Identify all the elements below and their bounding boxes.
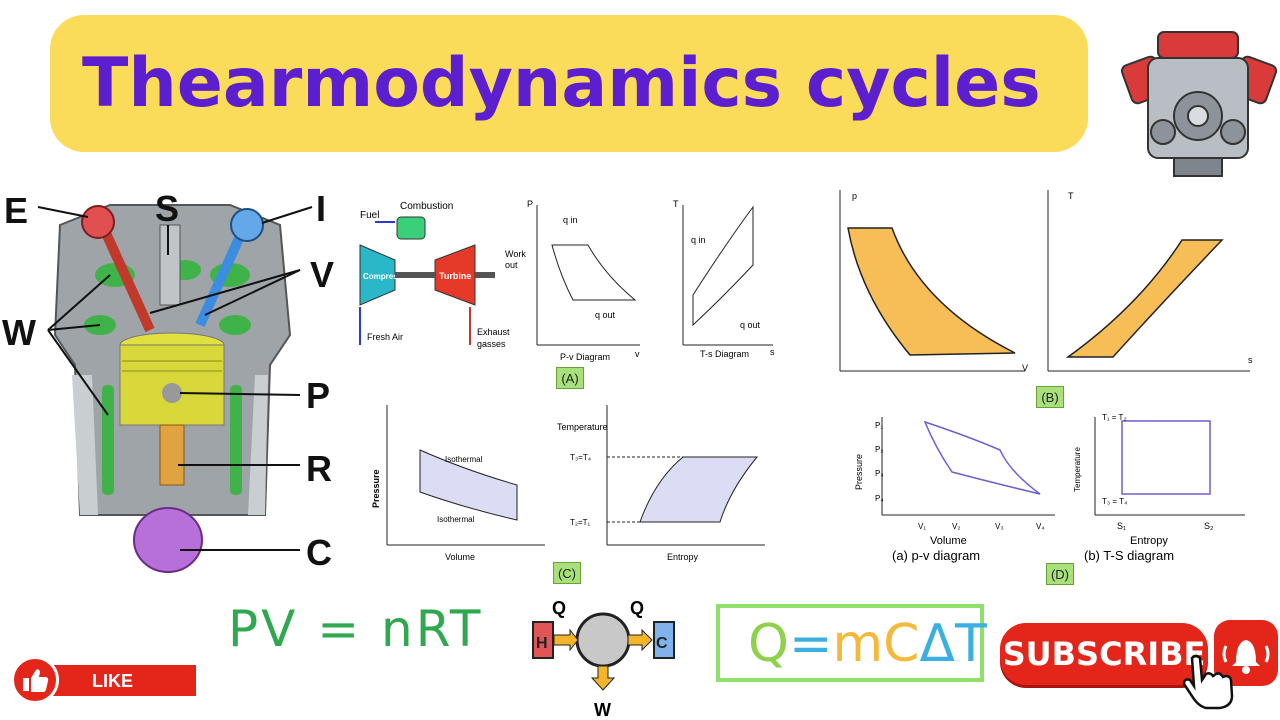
like-button[interactable] — [11, 656, 59, 704]
combustion-label: Combustion — [400, 201, 453, 212]
label-p: P — [306, 375, 331, 416]
d-t12: T₁ = T₂ — [1102, 413, 1127, 422]
ts-q-out: q out — [740, 320, 761, 330]
bell-icon — [1222, 640, 1270, 674]
engine-cross-section — [37, 204, 313, 573]
d-pv-caption: (a) p-v diagram — [892, 548, 980, 563]
pv-p-axis: P — [527, 199, 533, 209]
d-t34: T₃ = T₄ — [1102, 497, 1127, 506]
c-t3t4: T₃=T₄ — [570, 453, 591, 462]
fresh-air-label: Fresh Air — [367, 332, 403, 342]
d-s2: S₂ — [1204, 521, 1214, 531]
label-w: W — [2, 312, 36, 353]
d-p3: P₃ — [875, 469, 884, 478]
c-pressure-axis: Pressure — [371, 469, 381, 508]
b-t-axis: T — [1068, 191, 1074, 201]
bell-button[interactable] — [1214, 620, 1278, 686]
heat-formula: Q=mCΔT — [748, 614, 987, 674]
d-v1: V₁ — [918, 522, 926, 531]
panel-d-carnot: Pressure P₁ P₂ P₃ P₄ V₁ V₂ V₃ V₄ Volume … — [854, 413, 1245, 563]
d-v3: V₃ — [995, 522, 1004, 531]
turbine-label: Turbine — [439, 271, 471, 281]
exhaust-label: Exhaust — [477, 327, 510, 337]
heat-engine-q-left: Q — [552, 598, 566, 618]
panel-a-brayton: Fuel Combustion Compressor Turbine Work … — [355, 185, 785, 397]
b-v-axis: V — [1022, 363, 1028, 373]
label-c: C — [306, 532, 332, 573]
heat-formula-dt: ΔT — [919, 614, 987, 674]
pv-caption: P-v Diagram — [560, 352, 610, 362]
ts-t-axis: T — [673, 199, 679, 209]
title-banner — [50, 15, 1088, 152]
label-e: E — [4, 190, 29, 231]
pv-v-axis: v — [635, 349, 640, 359]
thumbs-up-icon — [23, 669, 49, 692]
c-volume-axis: Volume — [445, 552, 475, 562]
page-title: Thearmodynamics cycles — [82, 44, 1041, 123]
ts-q-in: q in — [691, 235, 706, 245]
c-entropy-axis: Entropy — [667, 552, 699, 562]
pv-q-in: q in — [563, 215, 578, 225]
d-ts-caption: (b) T-S diagram — [1084, 548, 1174, 563]
compressor-label: Compressor — [363, 272, 410, 281]
b-p-axis: p — [852, 191, 857, 201]
subscribe-button[interactable]: SUBSCRIBE — [1000, 623, 1208, 685]
tag-d: (D) — [1046, 563, 1074, 585]
like-label: LIKE — [92, 671, 134, 691]
engine-icon — [1120, 31, 1278, 177]
fuel-label: Fuel — [360, 210, 379, 221]
d-temperature-axis: Temperature — [1073, 447, 1082, 492]
d-p4: P₄ — [875, 494, 884, 503]
heat-formula-eq: = — [788, 614, 833, 674]
label-v: V — [310, 254, 335, 295]
c-isothermal-top: Isothermal — [445, 455, 483, 464]
c-isothermal-bottom: Isothermal — [437, 515, 475, 524]
label-i: I — [316, 188, 327, 229]
heat-engine-h: H — [536, 635, 548, 652]
d-pressure-axis: Pressure — [854, 454, 864, 490]
d-v4: V₄ — [1036, 522, 1045, 531]
ts-s-axis: s — [770, 347, 775, 357]
heat-engine-w: W — [594, 700, 611, 718]
heat-engine-c: C — [656, 635, 668, 652]
heat-engine-diagram: H C Q Q W — [532, 598, 675, 718]
like-bar[interactable] — [40, 665, 196, 696]
c-t2t1: T₂=T₁ — [570, 518, 591, 527]
panel-b-cycles: p V T s — [839, 190, 1253, 373]
b-s-axis: s — [1248, 355, 1253, 365]
ts-caption: T-s Diagram — [700, 349, 749, 359]
tag-c: (C) — [553, 562, 581, 584]
pv-q-out: q out — [595, 310, 616, 320]
tag-a: (A) — [556, 367, 584, 389]
heat-formula-q: Q — [748, 614, 789, 674]
cursor-hand-icon — [1182, 654, 1234, 710]
ideal-gas-formula: PV = nRT — [228, 600, 484, 658]
c-temperature-axis: Temperature — [557, 422, 608, 432]
heat-engine-q-right: Q — [630, 598, 644, 618]
tag-b: (B) — [1036, 386, 1064, 408]
d-p2: P₂ — [875, 445, 883, 454]
exhaust-label-2: gasses — [477, 339, 506, 349]
d-volume-axis: Volume — [930, 535, 967, 547]
d-s1: S₁ — [1117, 521, 1126, 531]
label-s: S — [155, 188, 180, 229]
d-entropy-axis: Entropy — [1130, 535, 1168, 547]
panel-c-cycles: Pressure Volume Isothermal Isothermal Te… — [371, 405, 765, 562]
d-p1: P₁ — [875, 421, 883, 430]
heat-formula-box — [716, 604, 984, 682]
d-v2: V₂ — [952, 522, 960, 531]
work-out-label-2: out — [505, 260, 518, 270]
label-r: R — [306, 448, 332, 489]
work-out-label: Work — [505, 249, 526, 259]
heat-formula-mc: mC — [832, 614, 920, 674]
